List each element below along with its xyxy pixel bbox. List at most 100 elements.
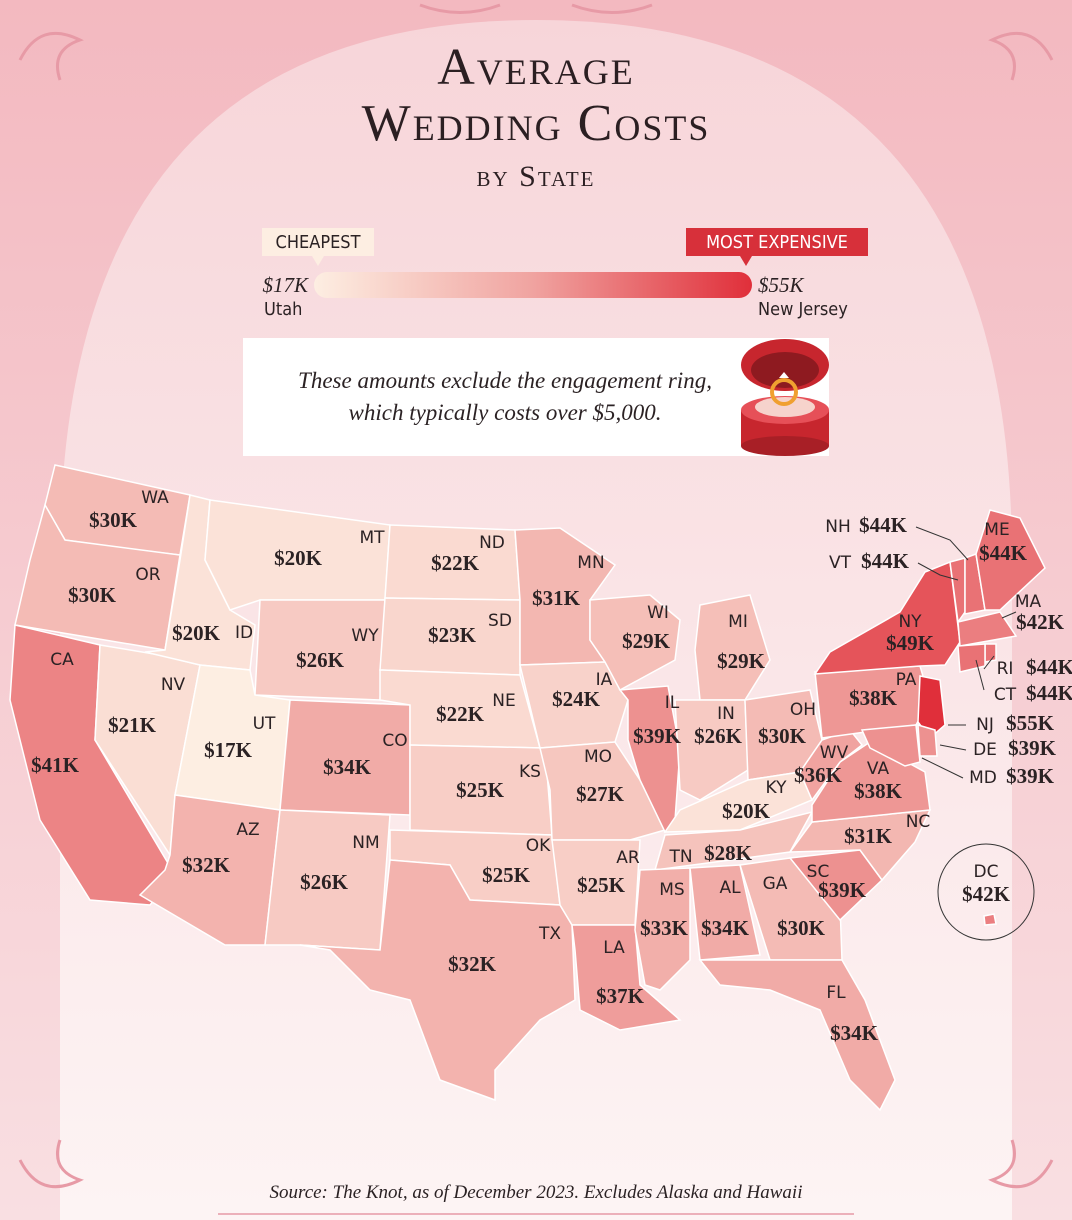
leader-line bbox=[939, 744, 967, 751]
state-value: $31K bbox=[844, 824, 893, 848]
leader-line bbox=[917, 562, 959, 581]
state-value: $30K bbox=[89, 508, 138, 532]
state-value: $32K bbox=[182, 853, 231, 877]
ornaments bbox=[18, 3, 1054, 1189]
map bbox=[9, 464, 1046, 1112]
state-abbr: FL bbox=[826, 983, 846, 1003]
state-abbr: SD bbox=[488, 611, 512, 631]
note-line: which typically costs over $5,000. bbox=[349, 400, 662, 425]
state bbox=[698, 959, 896, 1112]
state-abbr: DC bbox=[974, 862, 999, 882]
state bbox=[589, 594, 681, 692]
state bbox=[299, 859, 576, 1102]
state-abbr: LA bbox=[603, 938, 625, 958]
state-value: $49K bbox=[886, 631, 935, 655]
state-abbr: DE bbox=[973, 740, 997, 760]
state bbox=[689, 864, 761, 961]
state-value: $26K bbox=[694, 724, 743, 748]
state-value: $30K bbox=[777, 916, 826, 940]
state bbox=[539, 741, 667, 841]
tag-pointer bbox=[740, 256, 752, 266]
state-value: $44K bbox=[1026, 655, 1072, 679]
state bbox=[957, 643, 986, 673]
state-abbr: ID bbox=[235, 623, 253, 643]
state-abbr: MT bbox=[359, 528, 385, 548]
expensive-tag bbox=[686, 228, 868, 256]
state-value: $20K bbox=[172, 621, 221, 645]
state-value: $23K bbox=[428, 623, 477, 647]
state bbox=[917, 723, 938, 757]
state-abbr: RI bbox=[997, 659, 1014, 679]
state-value: $26K bbox=[296, 648, 345, 672]
state-abbr: WY bbox=[351, 626, 379, 646]
state bbox=[983, 913, 997, 926]
state-abbr: NY bbox=[898, 612, 922, 632]
state-value: $36K bbox=[794, 763, 843, 787]
leader-line bbox=[921, 757, 964, 779]
leader-line bbox=[1001, 611, 1017, 619]
state-abbr: OK bbox=[526, 836, 551, 856]
state-abbr: AR bbox=[616, 848, 640, 868]
state bbox=[860, 724, 921, 767]
state-value: $44K bbox=[861, 549, 910, 573]
state-abbr: KS bbox=[519, 762, 541, 782]
state bbox=[799, 729, 864, 802]
ring-box-icon bbox=[741, 339, 829, 456]
state-value: $37K bbox=[596, 984, 645, 1008]
source: Source: The Knot, as of December 2023. E… bbox=[270, 1182, 803, 1203]
state-abbr: MD bbox=[969, 768, 997, 788]
state-abbr: CA bbox=[50, 650, 74, 670]
title-line: Wedding Costs bbox=[362, 95, 711, 152]
legend-min: $17K bbox=[262, 273, 309, 297]
state-value: $38K bbox=[854, 779, 903, 803]
state-value: $41K bbox=[31, 753, 80, 777]
state-abbr: NJ bbox=[976, 715, 994, 735]
map-labels: WA$30KOR$30KCA$41KNV$21KID$20KMT$20KWY$2… bbox=[31, 488, 1072, 1045]
state-value: $39K bbox=[1006, 764, 1055, 788]
legend-max: $55K bbox=[758, 273, 805, 297]
state-value: $31K bbox=[532, 586, 581, 610]
state-abbr: OH bbox=[790, 700, 816, 720]
state-abbr: SC bbox=[807, 862, 830, 882]
state-abbr: IN bbox=[717, 704, 735, 724]
state-abbr: AL bbox=[719, 878, 741, 898]
leader-line bbox=[975, 659, 985, 691]
state-value: $38K bbox=[849, 686, 898, 710]
state-abbr: AZ bbox=[236, 820, 259, 840]
state-abbr: MS bbox=[659, 880, 684, 900]
state-value: $29K bbox=[622, 629, 671, 653]
state-value: $29K bbox=[717, 649, 766, 673]
cheapest-tag bbox=[262, 228, 374, 256]
state-value: $34K bbox=[701, 916, 750, 940]
state-value: $25K bbox=[456, 778, 505, 802]
state-abbr: NH bbox=[825, 517, 851, 537]
state-value: $26K bbox=[300, 870, 349, 894]
dc-inset bbox=[937, 843, 1035, 941]
legend-max-state: New Jersey bbox=[758, 299, 848, 320]
state-value: $20K bbox=[722, 799, 771, 823]
state bbox=[984, 643, 997, 663]
cheapest-label: CHEAPEST bbox=[276, 232, 361, 253]
state-value: $55K bbox=[1006, 711, 1055, 735]
state-value: $22K bbox=[436, 702, 485, 726]
state-value: $30K bbox=[68, 583, 117, 607]
state-value: $39K bbox=[633, 724, 682, 748]
state-abbr: TN bbox=[668, 847, 692, 867]
state-abbr: CO bbox=[382, 731, 407, 751]
state-abbr: NV bbox=[161, 675, 186, 695]
state-abbr: VA bbox=[867, 759, 890, 779]
state bbox=[674, 699, 749, 801]
state-abbr: VT bbox=[829, 553, 852, 573]
legend-bar bbox=[314, 272, 752, 298]
subtitle: by State bbox=[477, 160, 596, 193]
state bbox=[917, 675, 946, 740]
state bbox=[653, 810, 814, 871]
state-value: $42K bbox=[1016, 610, 1065, 634]
state-value: $30K bbox=[758, 724, 807, 748]
legend-min-state: Utah bbox=[264, 299, 302, 320]
state bbox=[519, 661, 629, 749]
expensive-label: MOST EXPENSIVE bbox=[706, 232, 848, 253]
tag-pointer bbox=[312, 256, 324, 266]
state-value: $28K bbox=[704, 841, 753, 865]
title-line: Average bbox=[437, 39, 635, 96]
